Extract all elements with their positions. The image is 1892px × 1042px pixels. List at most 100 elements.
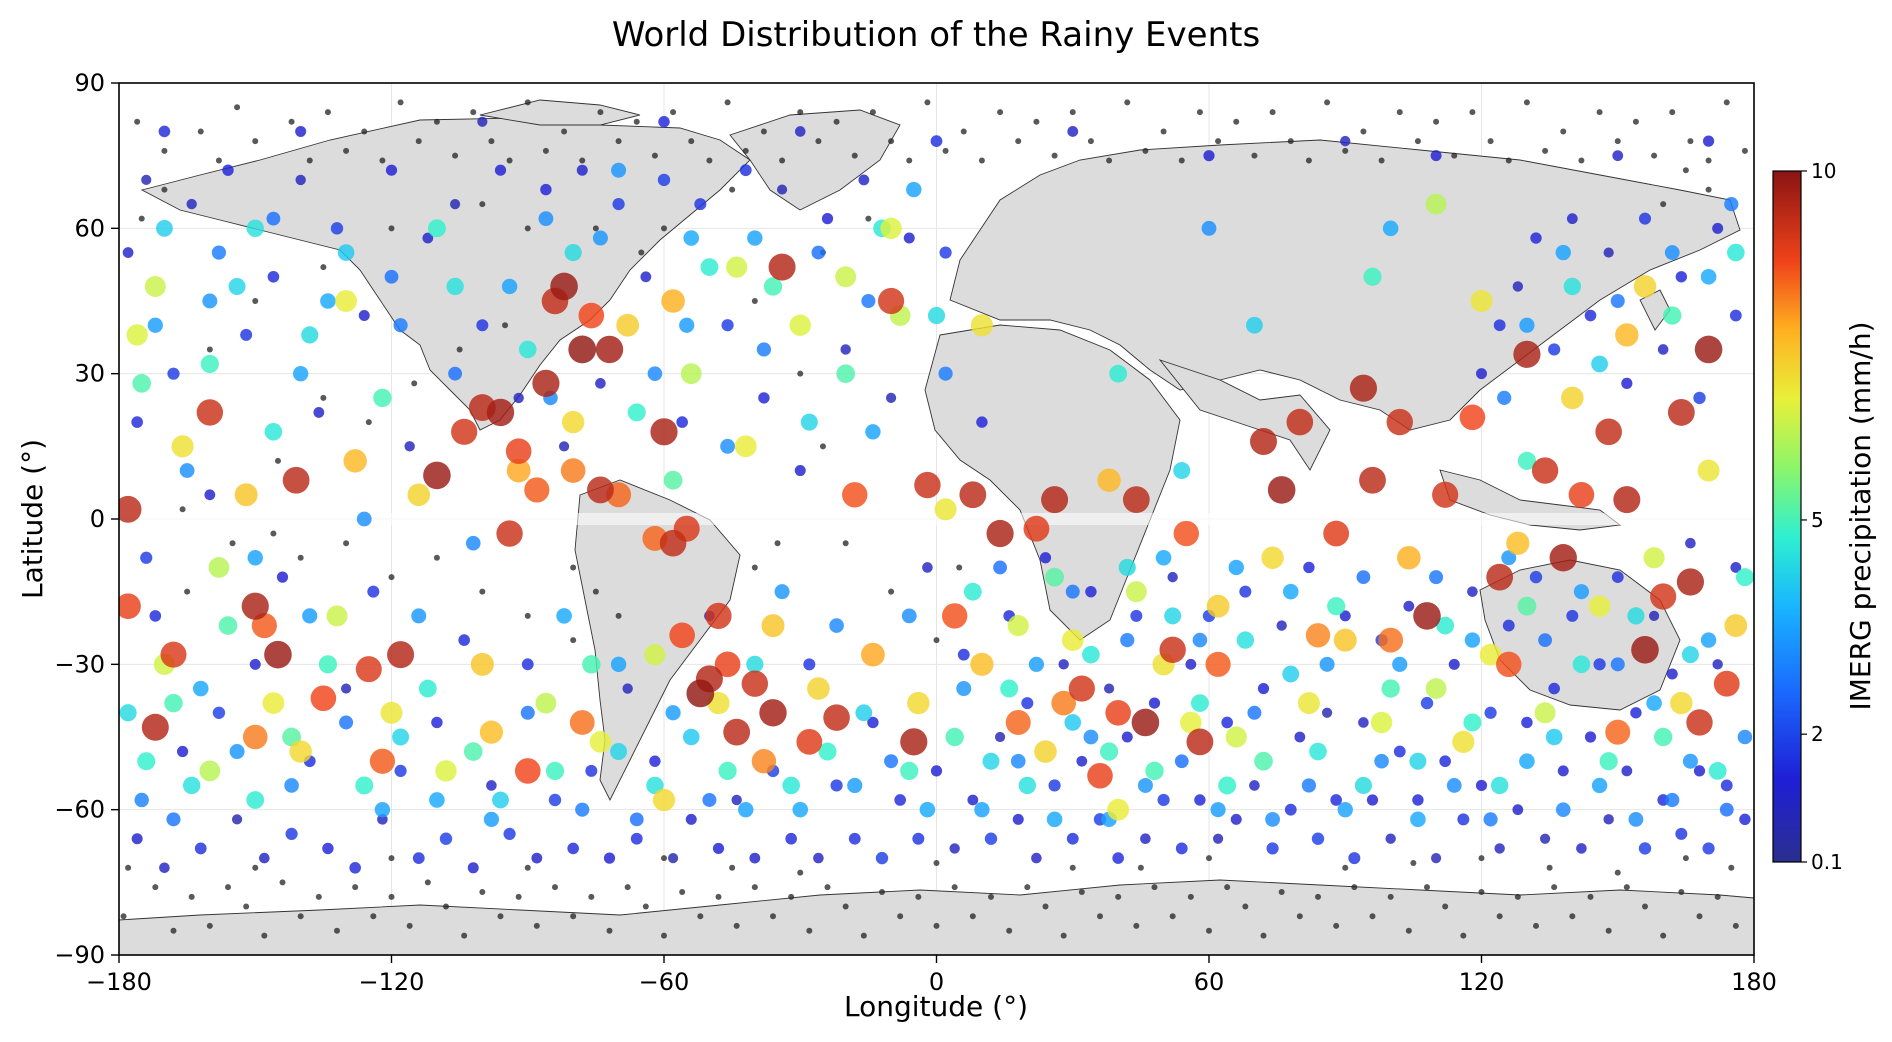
rain-event-point xyxy=(564,243,582,262)
rain-event-point xyxy=(1303,561,1315,574)
no-rain-point xyxy=(1614,869,1621,876)
rain-event-point xyxy=(1374,753,1389,769)
no-rain-point xyxy=(706,157,713,164)
rain-event-point xyxy=(751,749,777,774)
rain-event-point xyxy=(518,340,537,359)
rain-event-point xyxy=(970,314,994,337)
rain-event-point xyxy=(756,342,772,357)
rain-event-point xyxy=(1257,682,1270,695)
rain-event-point xyxy=(1191,694,1209,712)
no-rain-point xyxy=(633,118,640,125)
no-rain-point xyxy=(479,201,486,208)
rain-event-point xyxy=(1729,309,1742,322)
rain-event-point xyxy=(246,219,264,238)
rain-event-point xyxy=(1286,408,1314,436)
rain-event-point xyxy=(1737,729,1753,745)
rain-event-point xyxy=(418,679,437,698)
rain-event-point xyxy=(1621,765,1633,777)
no-rain-point xyxy=(915,893,922,900)
rain-event-point xyxy=(276,571,289,583)
rain-event-point xyxy=(877,287,905,315)
rain-event-point xyxy=(1494,843,1505,854)
rain-event-point xyxy=(669,622,695,649)
no-rain-point xyxy=(1660,201,1667,208)
rain-event-point xyxy=(576,164,588,176)
rain-event-point xyxy=(1664,245,1680,260)
rain-event-point xyxy=(1087,762,1113,789)
rain-event-point xyxy=(603,852,616,864)
rain-event-point xyxy=(900,728,928,756)
rain-event-point xyxy=(385,164,398,176)
rain-event-point xyxy=(774,584,790,600)
rain-event-point xyxy=(1665,792,1680,808)
no-rain-point xyxy=(433,118,440,125)
no-rain-point xyxy=(661,855,667,862)
rain-event-point xyxy=(731,794,742,806)
no-rain-point xyxy=(1087,138,1094,145)
rain-event-point xyxy=(222,164,234,176)
x-axis-label: Longitude (°) xyxy=(844,990,1028,1023)
no-rain-point xyxy=(860,932,867,939)
rain-event-point xyxy=(1496,651,1522,678)
rain-event-point xyxy=(1631,636,1659,664)
rain-event-point xyxy=(1340,135,1351,147)
no-rain-point xyxy=(1242,903,1249,910)
rain-event-point xyxy=(847,777,863,794)
rain-event-point xyxy=(448,366,462,381)
rain-event-point xyxy=(313,407,325,418)
no-rain-point xyxy=(824,884,831,891)
no-rain-point xyxy=(1682,167,1689,174)
rain-event-point xyxy=(242,724,268,750)
rain-event-point xyxy=(738,801,754,818)
no-rain-point xyxy=(797,869,804,876)
rain-event-point xyxy=(1457,813,1470,826)
rain-event-point xyxy=(734,435,757,458)
rain-event-point xyxy=(1121,731,1133,743)
no-rain-point xyxy=(842,540,849,547)
rain-event-point xyxy=(627,403,646,422)
rain-event-point xyxy=(1333,628,1357,652)
rain-event-point xyxy=(194,842,207,855)
rain-event-point xyxy=(986,519,1014,548)
rain-event-point xyxy=(1173,520,1199,547)
rain-event-point xyxy=(957,648,970,661)
rain-event-point xyxy=(531,852,543,864)
no-rain-point xyxy=(1546,864,1553,871)
rain-event-point xyxy=(486,398,515,427)
rain-event-point xyxy=(179,463,195,478)
no-rain-point xyxy=(161,147,168,154)
no-rain-point xyxy=(388,855,395,862)
rain-event-point xyxy=(1159,636,1186,663)
rain-event-point xyxy=(404,441,415,452)
rain-event-point xyxy=(949,843,960,854)
rain-event-point xyxy=(956,681,972,697)
rain-event-point xyxy=(349,862,361,874)
no-rain-point xyxy=(1632,118,1639,125)
rain-event-point xyxy=(492,791,509,809)
no-rain-point xyxy=(579,157,586,164)
rain-event-point xyxy=(993,560,1007,575)
rain-event-point xyxy=(486,780,497,791)
no-rain-point xyxy=(679,889,686,896)
rain-event-point xyxy=(1513,340,1541,368)
rain-event-point xyxy=(159,862,170,874)
no-rain-point xyxy=(1142,147,1149,154)
rain-event-point xyxy=(1685,537,1696,549)
rain-event-point xyxy=(310,685,337,712)
rain-event-point xyxy=(1501,550,1517,566)
y-tick-label: −30 xyxy=(54,650,105,678)
no-rain-point xyxy=(206,346,213,353)
rain-event-point xyxy=(240,328,253,341)
no-rain-point xyxy=(334,927,340,934)
rain-event-point xyxy=(407,483,431,507)
rain-event-point xyxy=(680,363,702,385)
rain-event-point xyxy=(446,277,464,296)
equator-band xyxy=(119,513,1754,525)
no-rain-point xyxy=(906,157,913,164)
no-rain-point xyxy=(978,157,985,164)
rain-event-point xyxy=(1067,126,1079,137)
no-rain-point xyxy=(225,884,231,891)
no-rain-point xyxy=(806,927,813,934)
rain-event-point xyxy=(1650,583,1677,610)
no-rain-point xyxy=(1578,157,1585,164)
